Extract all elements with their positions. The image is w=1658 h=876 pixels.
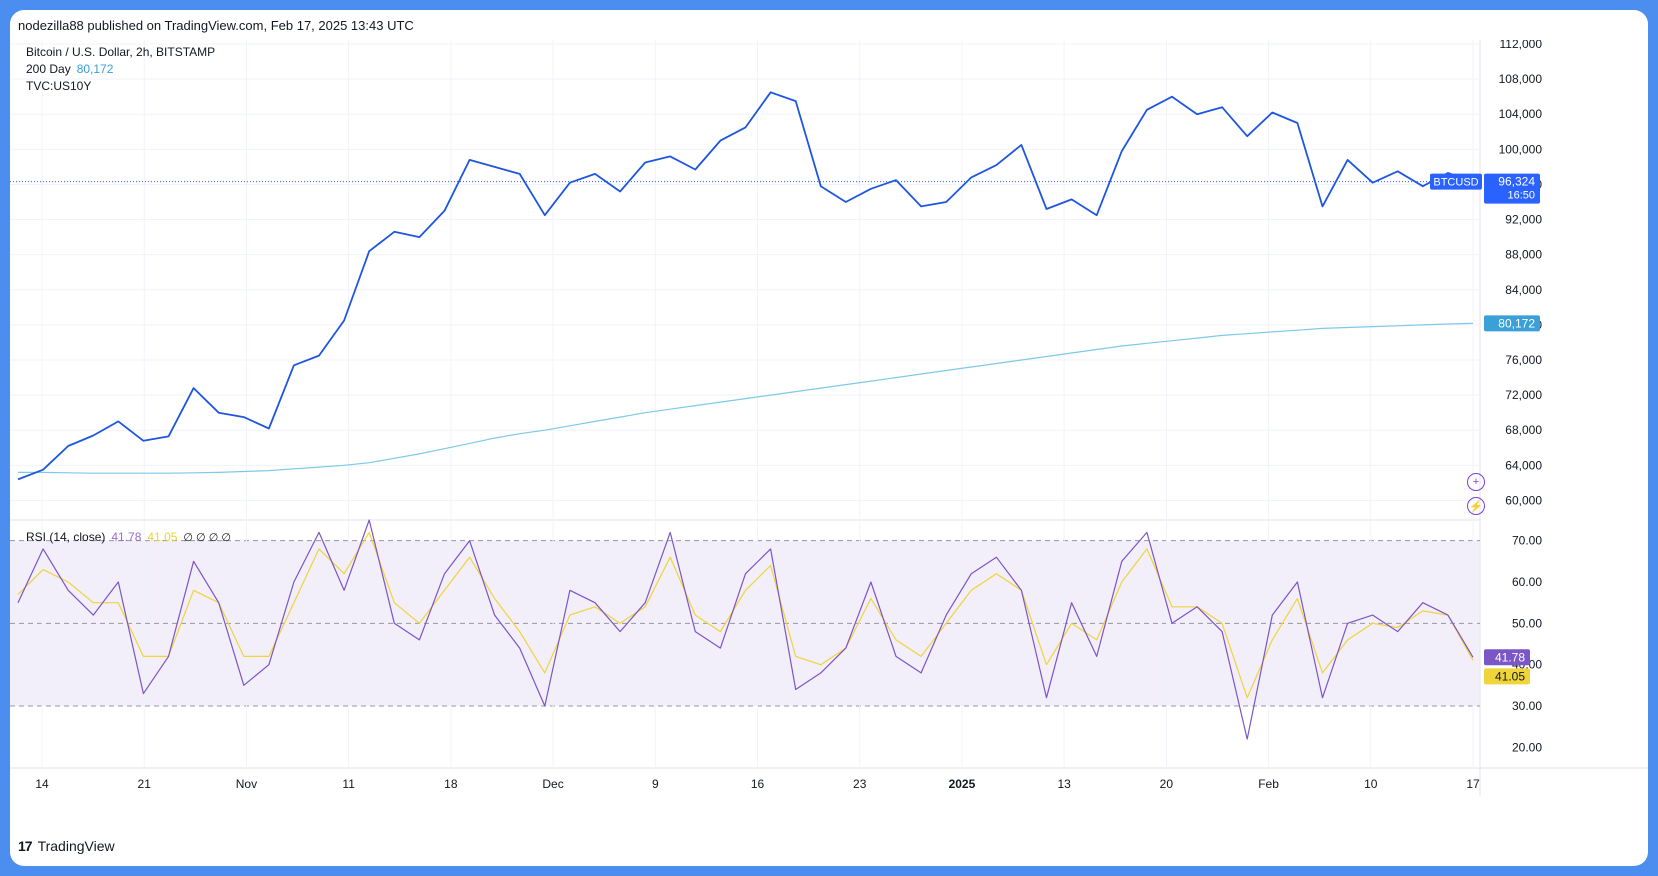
y-tick-label: 60,000 bbox=[1505, 493, 1542, 507]
ma-price-tag-label: 80,172 bbox=[1498, 316, 1535, 330]
x-tick-label: 10 bbox=[1364, 777, 1378, 791]
btc-symbol-tag bbox=[1430, 173, 1482, 190]
chart-canvas[interactable]: 112,000108,000104,000100,00096,00092,000… bbox=[10, 40, 1648, 798]
rsi-legend: RSI (14, close) 41.78 41.05 ∅ ∅ ∅ ∅ bbox=[26, 530, 231, 544]
x-tick-label: 13 bbox=[1057, 777, 1071, 791]
rsi-tick-label: 30.00 bbox=[1512, 699, 1542, 713]
rsi-tick-label: 20.00 bbox=[1512, 740, 1542, 754]
x-tick-label: Nov bbox=[236, 777, 257, 791]
btc-price-line bbox=[17, 91, 1474, 481]
x-tick-label: 20 bbox=[1160, 777, 1174, 791]
y-tick-label: 88,000 bbox=[1505, 248, 1542, 262]
x-tick-label: 14 bbox=[35, 777, 49, 791]
publisher-header: nodezilla88 published on TradingView.com… bbox=[18, 18, 414, 33]
x-tick-label: 9 bbox=[652, 777, 659, 791]
btc-countdown-label: 16:50 bbox=[1507, 190, 1535, 202]
rsi-ma-tag-label: 41.05 bbox=[1495, 669, 1525, 683]
x-tick-label: 11 bbox=[342, 777, 355, 791]
brand-label: TradingView bbox=[37, 838, 115, 854]
x-tick-label: 17 bbox=[1466, 777, 1480, 791]
y-tick-label: 104,000 bbox=[1499, 107, 1543, 121]
y-tick-label: 100,000 bbox=[1499, 142, 1543, 156]
x-tick-label: 2025 bbox=[949, 777, 976, 791]
y-tick-label: 64,000 bbox=[1505, 458, 1542, 472]
y-tick-label: 112,000 bbox=[1500, 40, 1543, 51]
x-tick-label: Feb bbox=[1258, 777, 1279, 791]
rsi-line bbox=[17, 519, 1474, 740]
plus-circle-icon[interactable]: + bbox=[1467, 473, 1485, 491]
y-tick-label: 68,000 bbox=[1505, 423, 1542, 437]
rsi-label: RSI (14, close) bbox=[26, 530, 106, 544]
ma-price-tag bbox=[1484, 315, 1540, 332]
y-tick-label: 92,000 bbox=[1505, 213, 1542, 227]
btc-price-tag bbox=[1484, 173, 1540, 204]
x-tick-label: 16 bbox=[751, 777, 765, 791]
rsi-ma-line bbox=[17, 531, 1474, 699]
footer: 17 TradingView bbox=[18, 838, 115, 854]
chart-frame: nodezilla88 published on TradingView.com… bbox=[10, 10, 1648, 866]
rsi-tick-label: 50.00 bbox=[1512, 616, 1542, 630]
btc-symbol-tag-label: BTCUSD bbox=[1433, 177, 1478, 189]
main-legend: Bitcoin / U.S. Dollar, 2h, BITSTAMP 200 … bbox=[26, 44, 215, 95]
x-tick-label: 18 bbox=[444, 777, 458, 791]
y-tick-label: 108,000 bbox=[1499, 72, 1543, 86]
x-tick-label: 21 bbox=[138, 777, 152, 791]
rsi-hidden-symbols: ∅ ∅ ∅ ∅ bbox=[183, 532, 231, 544]
y-tick-label: 76,000 bbox=[1505, 353, 1542, 367]
ma-legend: 200 Day 80,172 bbox=[26, 61, 215, 78]
rsi-ma-tag bbox=[1484, 668, 1530, 685]
x-tick-label: 23 bbox=[853, 777, 867, 791]
y-tick-label: 84,000 bbox=[1505, 283, 1542, 297]
ma-value: 80,172 bbox=[76, 62, 114, 76]
rsi-value-tag-label: 41.78 bbox=[1495, 650, 1525, 664]
rsi-value-tag bbox=[1484, 649, 1530, 666]
rsi-tick-label: 70.00 bbox=[1512, 534, 1542, 548]
symbol-label: Bitcoin / U.S. Dollar, 2h, BITSTAMP bbox=[26, 45, 216, 59]
rsi-ma-value: 41.05 bbox=[147, 530, 178, 544]
tradingview-logo-icon: 17 bbox=[18, 838, 33, 854]
btc-price-tag-label: 96,324 bbox=[1498, 175, 1535, 189]
ma-200-line bbox=[18, 322, 1474, 474]
lightning-circle-icon[interactable]: ⚡ bbox=[1467, 497, 1485, 515]
x-tick-label: Dec bbox=[542, 777, 563, 791]
overlay-label: TVC:US10Y bbox=[26, 79, 92, 93]
rsi-tick-label: 60.00 bbox=[1512, 575, 1542, 589]
rsi-value: 41.78 bbox=[111, 530, 142, 544]
ma-label: 200 Day bbox=[26, 62, 71, 76]
y-tick-label: 72,000 bbox=[1505, 388, 1542, 402]
